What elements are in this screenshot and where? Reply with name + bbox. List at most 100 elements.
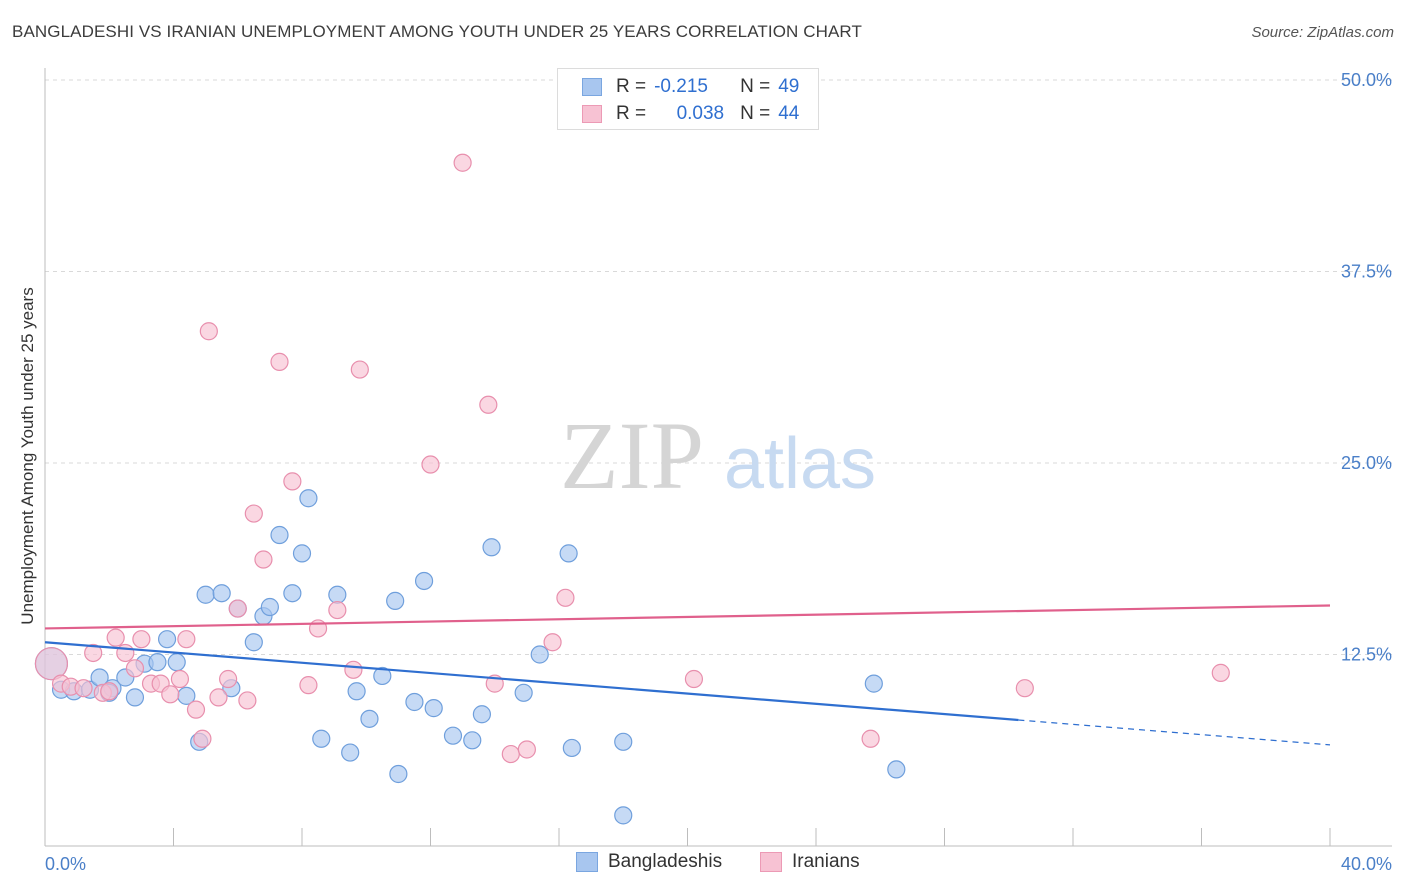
legend-swatch-pink bbox=[582, 105, 602, 123]
y-tick-label: 25.0% bbox=[1341, 453, 1392, 473]
bangladeshis-point bbox=[482, 538, 501, 557]
bangladeshis-point bbox=[212, 584, 231, 603]
trendlines bbox=[44, 604, 1331, 746]
iranians-point bbox=[299, 676, 318, 695]
legend-swatch-blue bbox=[582, 78, 602, 96]
watermark-atlas: atlas bbox=[724, 424, 876, 504]
bangladeshis-point bbox=[244, 633, 263, 652]
bangladeshis-point bbox=[472, 705, 491, 724]
iranians-point bbox=[479, 395, 498, 414]
bangladeshis-point bbox=[559, 544, 578, 563]
iranians-point bbox=[116, 643, 135, 663]
watermark-zip: ZIP bbox=[560, 402, 704, 509]
legend-n-value: 44 bbox=[778, 103, 800, 124]
bangladeshis-point bbox=[167, 653, 186, 672]
bangladeshis-point bbox=[341, 743, 360, 762]
iranians-point bbox=[861, 729, 880, 748]
iranians-point bbox=[238, 691, 257, 710]
bangladeshis-point bbox=[405, 692, 424, 712]
iranians-point bbox=[186, 700, 206, 719]
legend-label-iranians: Iranians bbox=[792, 851, 860, 872]
bangladeshis-trendline bbox=[44, 641, 1019, 722]
bangladeshis-point bbox=[424, 699, 443, 718]
iranians-point bbox=[199, 322, 218, 341]
legend-swatch-blue bbox=[576, 852, 598, 872]
legend-swatch-pink bbox=[760, 852, 782, 872]
legend-n-label: N = bbox=[740, 76, 771, 97]
iranians-point bbox=[244, 504, 263, 523]
bangladeshis-point bbox=[148, 653, 167, 672]
iranians-point bbox=[344, 660, 363, 679]
iranians-point bbox=[270, 352, 289, 371]
iranians-point bbox=[556, 588, 575, 607]
iranians-point bbox=[177, 630, 196, 649]
bangladeshis-point bbox=[292, 544, 312, 563]
bangladeshis-point bbox=[347, 682, 366, 701]
legend-label-bangladeshis: Bangladeshis bbox=[608, 851, 723, 872]
iranians-point bbox=[209, 688, 228, 707]
bangladeshis-point bbox=[443, 726, 463, 745]
iranians-point bbox=[170, 669, 190, 689]
x-tick-label: 0.0% bbox=[45, 854, 86, 874]
iranians-point bbox=[501, 744, 520, 764]
iranians-point bbox=[517, 740, 536, 759]
legend-item-iranians: Iranians bbox=[760, 851, 860, 873]
bangladeshis-point bbox=[312, 729, 331, 748]
legend-r-label: R = bbox=[616, 103, 647, 124]
bangladeshis-point bbox=[887, 760, 906, 779]
iranians-point bbox=[228, 599, 247, 618]
y-tick-label: 50.0% bbox=[1341, 70, 1392, 90]
iranians-point bbox=[84, 643, 103, 663]
iranians-point bbox=[161, 685, 180, 704]
bangladeshis-point bbox=[414, 571, 434, 591]
legend-r-value: -0.215 bbox=[654, 76, 708, 97]
bangladeshis-point bbox=[614, 732, 633, 751]
bangladeshis-point bbox=[360, 709, 379, 728]
iranians-point bbox=[453, 153, 472, 172]
series-legend: Bangladeshis Iranians bbox=[0, 851, 1406, 877]
bangladeshis-point bbox=[125, 688, 145, 707]
bangladeshis-point bbox=[389, 764, 408, 784]
series-bangladeshis bbox=[34, 489, 906, 825]
watermark: ZIP atlas bbox=[560, 402, 876, 509]
bangladeshis-point bbox=[270, 525, 289, 545]
y-tick-label: 37.5% bbox=[1341, 262, 1392, 282]
bangladeshis-point bbox=[386, 591, 405, 610]
axes bbox=[44, 68, 1392, 847]
bangladeshis-point bbox=[614, 806, 633, 825]
iranians-point bbox=[125, 659, 145, 678]
iranians-point bbox=[1015, 679, 1034, 698]
bangladeshis-point bbox=[864, 674, 883, 693]
iranians-trendline bbox=[44, 604, 1331, 630]
bangladeshis-point bbox=[463, 731, 482, 750]
iranians-point bbox=[283, 472, 302, 491]
bangladeshis-point bbox=[260, 597, 279, 617]
chart-title: BANGLADESHI VS IRANIAN UNEMPLOYMENT AMON… bbox=[12, 22, 862, 41]
iranians-point bbox=[74, 679, 93, 698]
iranians-point bbox=[543, 633, 562, 652]
correlation-legend: R = -0.215 N = 49 R = 0.038 N = 44 bbox=[557, 68, 819, 130]
legend-n-label: N = bbox=[740, 103, 771, 124]
iranians-point bbox=[350, 360, 369, 379]
bangladeshis-point bbox=[373, 666, 392, 686]
bangladeshis-trendline-extension bbox=[1018, 719, 1331, 746]
bangladeshis-point bbox=[328, 585, 347, 604]
tick-labels: 12.5% 25.0% 37.5% 50.0% 0.0% 40.0% bbox=[45, 70, 1392, 874]
legend-n-value: 49 bbox=[778, 76, 800, 97]
iranians-point bbox=[34, 647, 69, 681]
bangladeshis-point bbox=[196, 585, 215, 604]
legend-row-bangladeshis: R = -0.215 N = 49 bbox=[582, 74, 799, 100]
legend-item-bangladeshis: Bangladeshis bbox=[576, 851, 722, 873]
bangladeshis-point bbox=[530, 645, 549, 664]
iranians-point bbox=[132, 630, 151, 649]
bangladeshis-point bbox=[299, 489, 318, 508]
iranians-point bbox=[106, 628, 125, 647]
iranians-point bbox=[684, 669, 704, 689]
bangladeshis-point bbox=[283, 584, 302, 603]
iranians-point bbox=[1211, 663, 1230, 682]
legend-r-value: 0.038 bbox=[676, 103, 725, 124]
legend-r-label: R = bbox=[616, 76, 647, 97]
bangladeshis-point bbox=[514, 683, 533, 702]
iranians-point bbox=[254, 550, 273, 569]
